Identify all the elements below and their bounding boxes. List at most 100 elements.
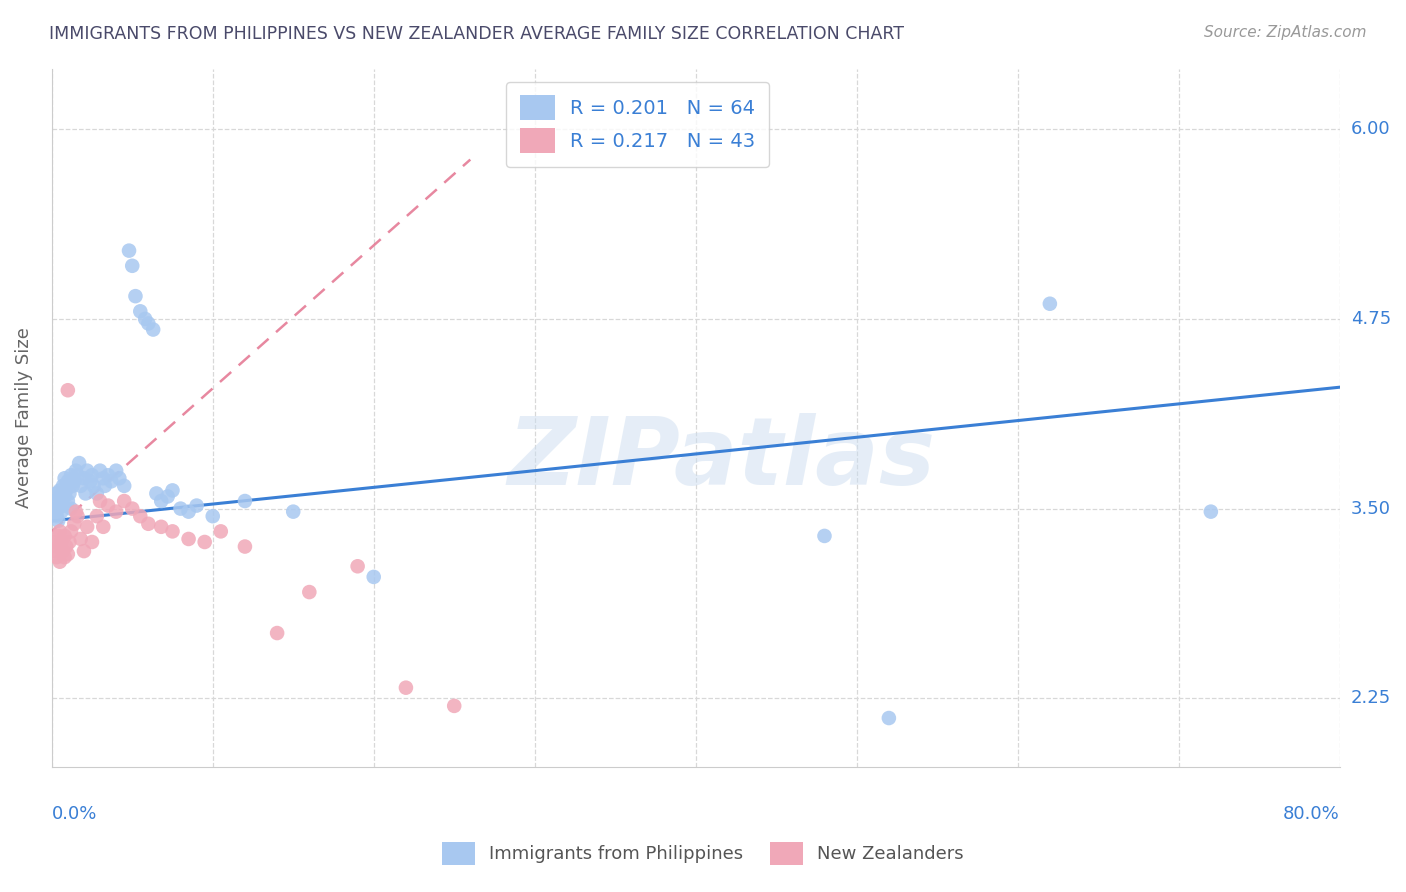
Point: [363, 570, 385, 584]
Point: [44, 499, 66, 513]
Text: 3.50: 3.50: [1351, 500, 1391, 517]
Legend: R = 0.201   N = 64, R = 0.217   N = 43: R = 0.201 N = 64, R = 0.217 N = 43: [506, 82, 769, 167]
Point: [73, 544, 96, 558]
Point: [1199, 505, 1222, 519]
Point: [53, 529, 76, 543]
Point: [44, 494, 66, 508]
Point: [142, 322, 165, 336]
Point: [138, 317, 160, 331]
Point: [56, 475, 79, 489]
Text: Source: ZipAtlas.com: Source: ZipAtlas.com: [1204, 25, 1367, 40]
Point: [62, 479, 84, 493]
Point: [395, 681, 418, 695]
Point: [65, 505, 87, 519]
Point: [209, 524, 232, 539]
Point: [45, 509, 67, 524]
Point: [194, 535, 217, 549]
Point: [201, 509, 224, 524]
Point: [177, 532, 200, 546]
Point: [186, 499, 208, 513]
Point: [52, 499, 75, 513]
Point: [94, 479, 117, 493]
Point: [813, 529, 835, 543]
Point: [156, 490, 179, 504]
Point: [112, 479, 135, 493]
Point: [118, 244, 141, 258]
Point: [63, 475, 86, 489]
Point: [58, 535, 80, 549]
Point: [51, 494, 73, 508]
Point: [121, 259, 143, 273]
Point: [52, 544, 75, 558]
Point: [86, 509, 108, 524]
Point: [52, 479, 75, 493]
Point: [44, 544, 66, 558]
Point: [97, 499, 120, 513]
Point: [45, 550, 67, 565]
Point: [145, 486, 167, 500]
Point: [58, 486, 80, 500]
Point: [162, 524, 184, 539]
Point: [60, 501, 83, 516]
Point: [150, 520, 173, 534]
Point: [49, 490, 72, 504]
Point: [1039, 297, 1062, 311]
Point: [46, 501, 69, 516]
Text: IMMIGRANTS FROM PHILIPPINES VS NEW ZEALANDER AVERAGE FAMILY SIZE CORRELATION CHA: IMMIGRANTS FROM PHILIPPINES VS NEW ZEALA…: [49, 25, 904, 43]
Point: [53, 490, 76, 504]
Point: [105, 464, 128, 478]
Point: [91, 520, 114, 534]
Point: [56, 547, 79, 561]
Point: [83, 479, 105, 493]
Point: [69, 532, 91, 546]
Point: [53, 471, 76, 485]
Text: 80.0%: 80.0%: [1282, 805, 1340, 823]
Point: [60, 468, 83, 483]
Point: [129, 304, 152, 318]
Point: [86, 486, 108, 500]
Point: [46, 529, 69, 543]
Point: [67, 456, 90, 470]
Point: [105, 505, 128, 519]
Text: 6.00: 6.00: [1351, 120, 1391, 138]
Point: [49, 483, 72, 498]
Point: [45, 486, 67, 500]
Point: [121, 501, 143, 516]
Point: [877, 711, 900, 725]
Point: [49, 555, 72, 569]
Text: ZIPatlas: ZIPatlas: [508, 413, 935, 506]
Point: [42, 505, 65, 519]
Point: [443, 698, 465, 713]
Point: [51, 535, 73, 549]
Point: [169, 501, 191, 516]
Point: [76, 520, 98, 534]
Point: [42, 535, 65, 549]
Point: [55, 483, 77, 498]
Point: [76, 464, 98, 478]
Point: [129, 509, 152, 524]
Point: [80, 468, 103, 483]
Point: [49, 524, 72, 539]
Point: [266, 626, 288, 640]
Point: [150, 494, 173, 508]
Point: [100, 475, 122, 489]
Point: [162, 483, 184, 498]
Point: [75, 486, 97, 500]
Point: [51, 505, 73, 519]
Text: 0.0%: 0.0%: [52, 805, 97, 823]
Y-axis label: Average Family Size: Average Family Size: [15, 327, 32, 508]
Point: [60, 524, 83, 539]
Point: [46, 514, 69, 528]
Point: [73, 471, 96, 485]
Point: [46, 540, 69, 554]
Text: 2.25: 2.25: [1351, 690, 1391, 707]
Point: [56, 383, 79, 397]
Point: [233, 540, 256, 554]
Point: [108, 471, 131, 485]
Point: [138, 516, 160, 531]
Point: [66, 509, 89, 524]
Point: [89, 494, 111, 508]
Point: [283, 505, 305, 519]
Point: [177, 505, 200, 519]
Point: [65, 464, 87, 478]
